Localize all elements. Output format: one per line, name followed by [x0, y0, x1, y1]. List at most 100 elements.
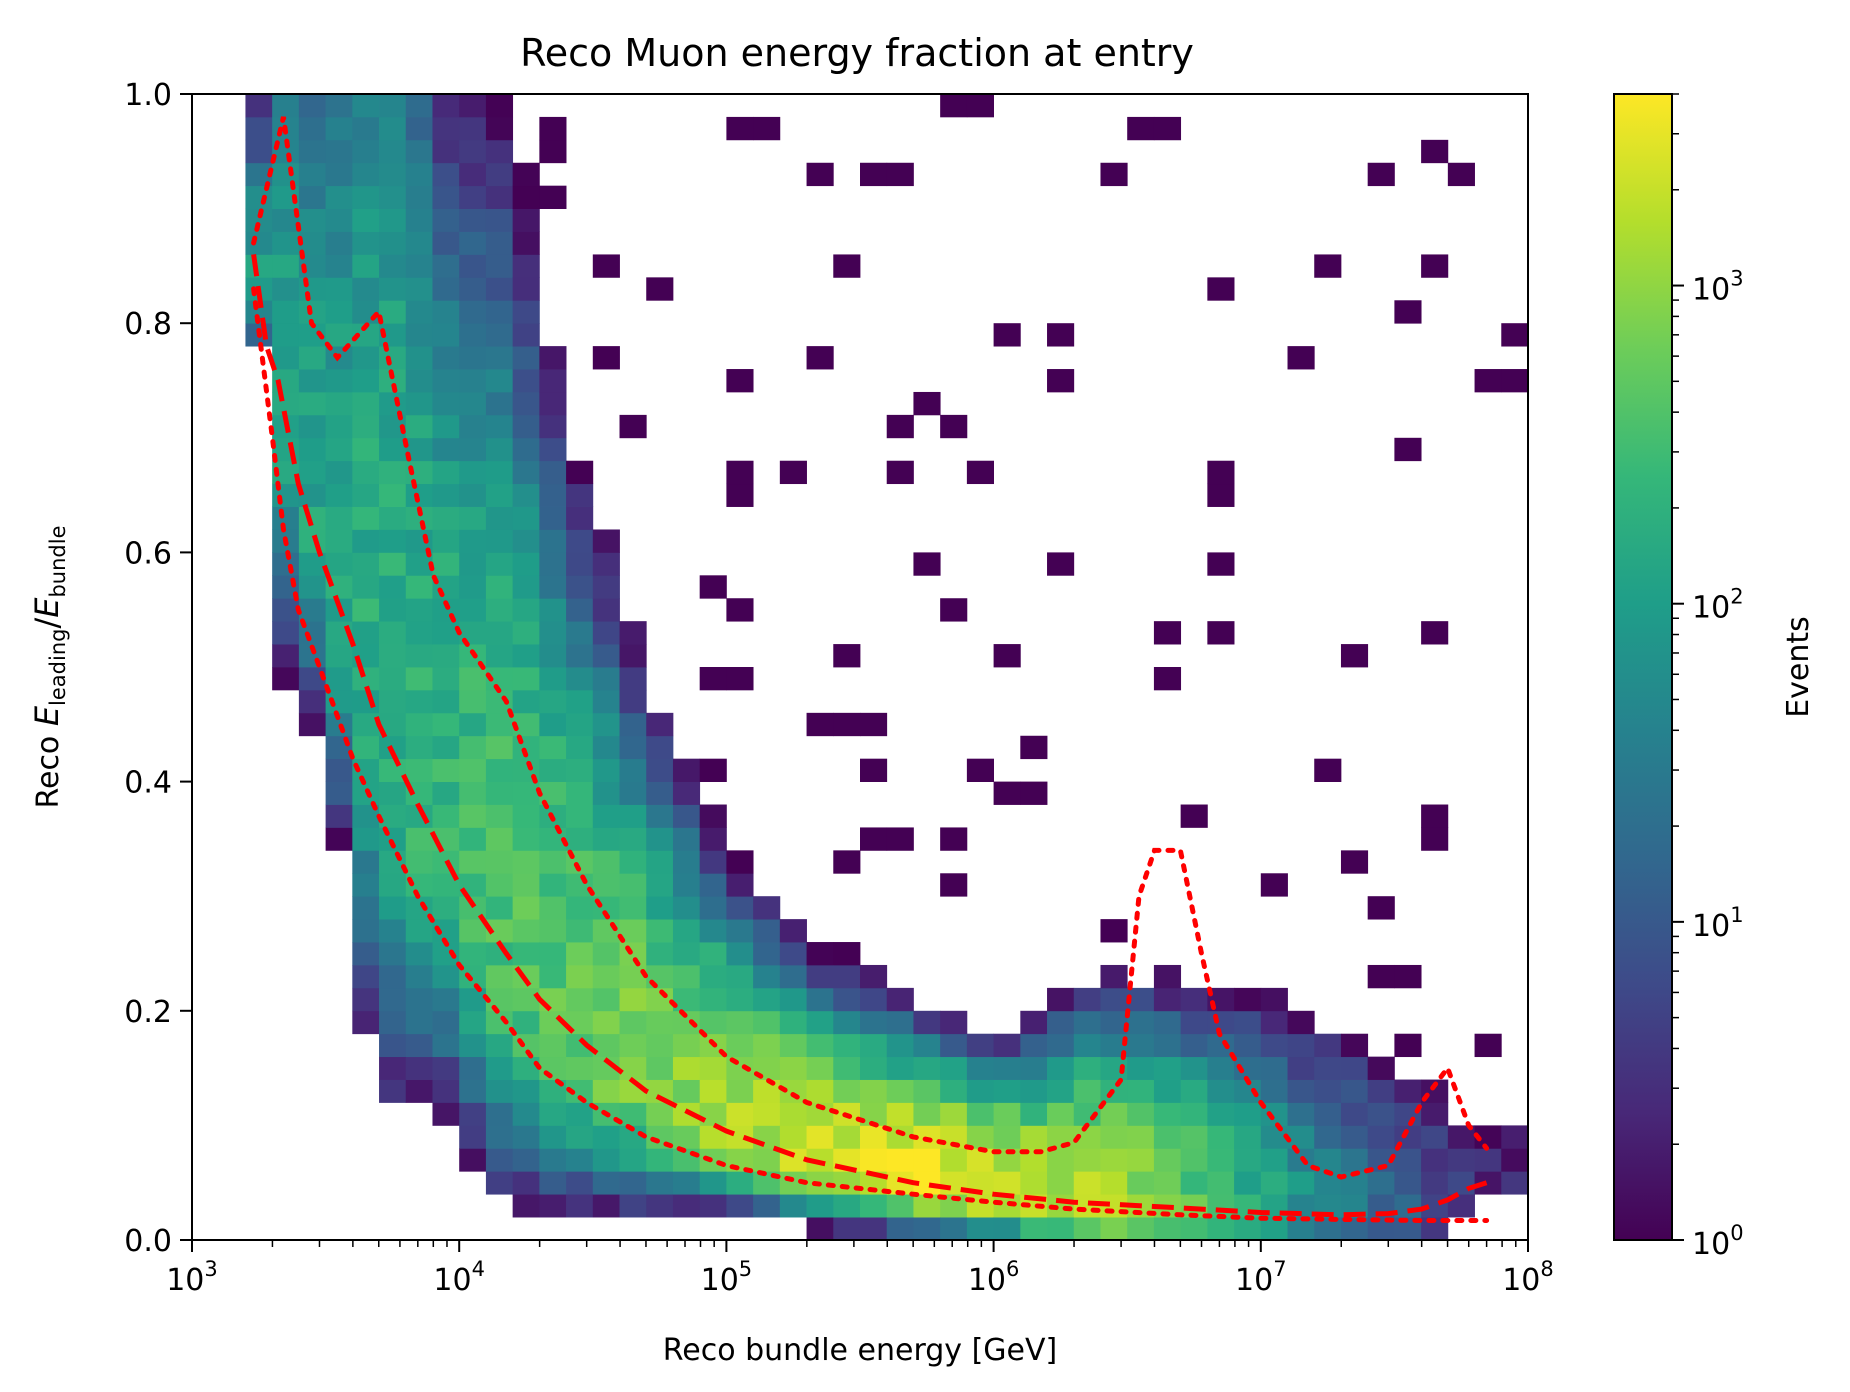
heatmap-cell: [1234, 1125, 1262, 1149]
heatmap-cell: [913, 1033, 941, 1058]
heatmap-cell: [940, 1079, 968, 1103]
heatmap-cell: [592, 529, 620, 553]
heatmap-cell: [325, 689, 353, 714]
heatmap-cell: [459, 987, 487, 1012]
heatmap-cell: [966, 1102, 994, 1126]
heatmap-cell: [298, 529, 326, 553]
heatmap-cell: [860, 1102, 888, 1126]
heatmap-cell: [993, 1079, 1021, 1103]
heatmap-cell: [539, 529, 567, 553]
heatmap-cell: [485, 873, 514, 897]
x-tick-label: 106: [968, 1257, 1020, 1298]
heatmap-cell: [485, 414, 514, 439]
heatmap-cell: [1501, 1171, 1529, 1195]
heatmap-cell: [432, 758, 460, 782]
heatmap-cell: [726, 850, 754, 874]
heatmap-cell: [325, 735, 353, 760]
colorbar-tick-label: 103: [1692, 267, 1744, 308]
heatmap-cell: [298, 116, 326, 141]
heatmap-cell: [405, 391, 433, 416]
heatmap-cell: [405, 185, 433, 209]
heatmap-cell: [779, 1010, 807, 1035]
heatmap-cell: [325, 277, 353, 301]
heatmap-cell: [619, 667, 647, 691]
heatmap-cell: [379, 162, 407, 187]
heatmap-cell: [512, 1194, 540, 1218]
heatmap-cell: [459, 185, 487, 209]
heatmap-cell: [1421, 1171, 1449, 1195]
heatmap-cell: [1100, 964, 1128, 989]
heatmap-cell: [352, 414, 380, 439]
heatmap-cell: [485, 598, 514, 622]
heatmap-cell: [592, 1171, 620, 1195]
heatmap-cell: [298, 94, 326, 118]
heatmap-cell: [405, 1033, 433, 1058]
heatmap-cell: [1314, 1033, 1342, 1058]
heatmap-cell: [592, 1010, 620, 1035]
chart-title: Reco Muon energy fraction at entry: [520, 31, 1194, 75]
heatmap-cell: [379, 667, 407, 691]
heatmap-cell: [1340, 1217, 1369, 1241]
heatmap-cell: [459, 254, 487, 278]
heatmap-cell: [566, 804, 594, 828]
heatmap-cell: [806, 1217, 834, 1241]
heatmap-cell: [699, 1125, 727, 1149]
heatmap-cell: [272, 506, 300, 530]
heatmap-cell: [779, 1194, 807, 1218]
heatmap-cell: [833, 1056, 861, 1080]
heatmap-cell: [459, 1033, 487, 1058]
heatmap-cell: [512, 300, 540, 324]
heatmap-cell: [245, 139, 273, 164]
heatmap-cell: [1447, 1148, 1475, 1172]
heatmap-cell: [806, 964, 834, 989]
heatmap-cell: [432, 621, 460, 645]
y-label-den-sub: bundle: [46, 525, 70, 597]
heatmap-cell: [1287, 1102, 1315, 1126]
heatmap-cell: [379, 1079, 407, 1103]
heatmap-cell: [1207, 1056, 1235, 1080]
heatmap-cell: [485, 529, 514, 553]
heatmap-cell: [993, 1056, 1021, 1080]
heatmap-cell: [352, 712, 380, 737]
heatmap-cell: [405, 277, 433, 301]
heatmap-cell: [592, 552, 620, 576]
heatmap-cell: [1047, 552, 1075, 576]
heatmap-cell: [459, 552, 487, 576]
heatmap-cell: [806, 712, 834, 737]
heatmap-cell: [672, 873, 701, 897]
heatmap-cell: [325, 208, 353, 232]
heatmap-cell: [1020, 1171, 1048, 1195]
heatmap-cell: [352, 644, 380, 668]
heatmap-cell: [619, 1194, 647, 1218]
heatmap-cell: [512, 598, 540, 622]
heatmap-cell: [1073, 1033, 1101, 1058]
heatmap-cell: [245, 94, 273, 118]
heatmap-cell: [298, 689, 326, 714]
heatmap-cell: [966, 1079, 994, 1103]
heatmap-cell: [646, 804, 674, 828]
heatmap-cell: [1180, 1010, 1208, 1035]
heatmap-cell: [539, 689, 567, 714]
heatmap-cell: [405, 873, 433, 897]
heatmap-cell: [1073, 1102, 1101, 1126]
heatmap-cell: [779, 942, 807, 966]
heatmap-cell: [566, 827, 594, 851]
heatmap-cell: [1260, 1079, 1288, 1103]
heatmap-cell: [1180, 1125, 1208, 1149]
heatmap-cell: [860, 1056, 888, 1080]
heatmap-cell: [779, 1079, 807, 1103]
heatmap-cell: [379, 185, 407, 209]
heatmap-cell: [512, 391, 540, 416]
heatmap-cell: [512, 942, 540, 966]
heatmap-cell: [459, 346, 487, 370]
heatmap-cell: [432, 942, 460, 966]
heatmap-cell: [512, 529, 540, 553]
heatmap-cell: [485, 1033, 514, 1058]
heatmap-cell: [753, 896, 781, 920]
heatmap-cell: [619, 827, 647, 851]
heatmap-cell: [379, 781, 407, 805]
heatmap-cell: [352, 575, 380, 599]
heatmap-cell: [459, 116, 487, 141]
heatmap-cell: [405, 139, 433, 164]
heatmap-cell: [539, 391, 567, 416]
